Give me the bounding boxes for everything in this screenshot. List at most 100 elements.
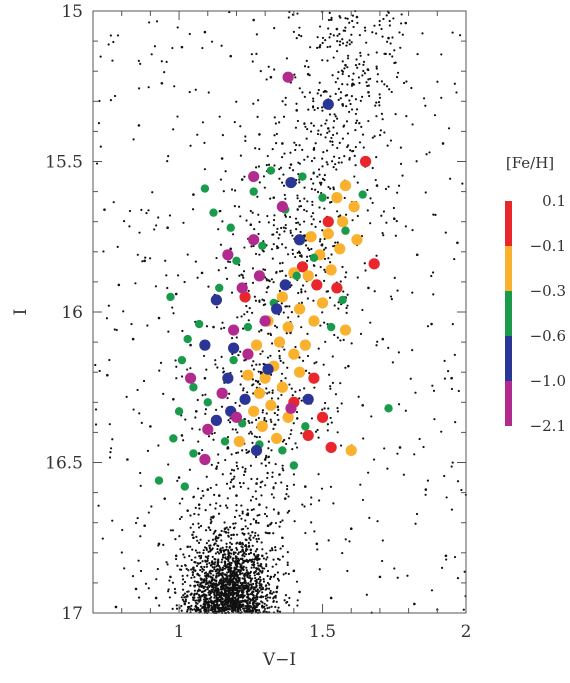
field-star-texture — [329, 485, 333, 488]
field-star-texture — [205, 579, 208, 582]
field-star-texture — [331, 381, 335, 384]
field-star-texture — [235, 461, 238, 464]
field-star-texture — [229, 541, 232, 544]
series-3-point — [302, 393, 314, 405]
field-star-texture — [248, 536, 251, 539]
field-star-texture — [174, 591, 177, 595]
field-star-texture — [292, 30, 296, 33]
field-star-point — [430, 322, 433, 326]
field-star-texture — [246, 571, 249, 574]
field-star-texture — [367, 84, 370, 87]
field-star-texture — [350, 41, 353, 44]
field-star-texture — [208, 593, 212, 597]
field-star-texture — [244, 585, 247, 589]
field-star-point — [315, 542, 319, 546]
field-star-texture — [255, 519, 258, 523]
field-star-texture — [272, 600, 275, 604]
field-star-texture — [361, 95, 364, 99]
field-star-texture — [396, 576, 399, 579]
field-star-texture — [227, 604, 230, 607]
field-star-texture — [324, 39, 327, 42]
field-star-texture — [211, 601, 214, 604]
field-star-texture — [303, 186, 306, 189]
field-star-texture — [246, 575, 249, 579]
field-star-texture — [311, 212, 315, 215]
field-star-texture — [253, 563, 256, 566]
field-star-texture — [298, 26, 301, 29]
field-star-texture — [222, 594, 225, 597]
field-star-texture — [253, 534, 257, 537]
field-star-texture — [192, 530, 195, 534]
field-star-texture — [251, 384, 254, 387]
field-star-texture — [311, 203, 314, 207]
field-star-texture — [250, 609, 253, 612]
field-star-texture — [310, 178, 313, 181]
field-star-point — [367, 90, 370, 94]
field-star-texture — [217, 605, 220, 608]
field-star-texture — [316, 548, 319, 551]
field-star-point — [174, 554, 178, 558]
series-1-point — [293, 366, 306, 378]
field-star-texture — [208, 544, 211, 547]
field-star-texture — [252, 609, 255, 613]
field-star-texture — [217, 561, 220, 564]
field-star-texture — [335, 50, 339, 53]
field-star-texture — [327, 539, 330, 542]
field-star-point — [103, 208, 106, 211]
field-star-texture — [329, 95, 332, 98]
field-star-texture — [251, 495, 254, 498]
field-star-texture — [189, 514, 192, 517]
field-star-texture — [405, 80, 408, 83]
field-star-texture — [217, 607, 220, 610]
field-star-texture — [233, 603, 236, 607]
field-star-texture — [294, 255, 297, 259]
field-star-texture — [345, 120, 349, 123]
field-star-texture — [275, 132, 278, 136]
field-star-texture — [300, 290, 303, 293]
field-star-texture — [310, 122, 313, 125]
field-star-texture — [261, 409, 265, 412]
field-star-texture — [348, 43, 351, 46]
field-star-texture — [237, 570, 240, 573]
field-star-texture — [220, 591, 223, 594]
field-star-point — [137, 124, 141, 127]
field-star-texture — [287, 316, 290, 319]
field-star-texture — [316, 428, 319, 432]
field-star-texture — [181, 497, 184, 500]
field-star-texture — [226, 435, 230, 439]
field-star-texture — [279, 520, 282, 524]
field-star-texture — [451, 322, 454, 326]
field-star-texture — [375, 254, 378, 257]
field-star-texture — [303, 220, 306, 223]
field-star-texture — [282, 311, 285, 314]
field-star-texture — [243, 418, 247, 421]
field-star-texture — [235, 586, 238, 589]
field-star-texture — [109, 99, 113, 102]
field-star-point — [157, 316, 161, 320]
field-star-texture — [338, 40, 342, 43]
colorbar-segment — [505, 246, 512, 291]
field-star-texture — [344, 213, 348, 216]
field-star-texture — [247, 289, 250, 292]
field-star-texture — [99, 145, 102, 148]
field-star-texture — [274, 521, 278, 525]
field-star-texture — [361, 498, 365, 502]
field-star-texture — [272, 487, 275, 490]
field-star-texture — [400, 13, 403, 16]
field-star-texture — [344, 26, 347, 29]
field-star-texture — [251, 311, 254, 314]
field-star-texture — [256, 559, 259, 562]
field-star-texture — [237, 354, 240, 357]
field-star-texture — [212, 585, 215, 588]
field-star-texture — [261, 350, 264, 353]
field-star-texture — [244, 544, 248, 547]
field-star-texture — [245, 596, 249, 599]
field-star-texture — [303, 65, 307, 68]
field-star-texture — [201, 394, 204, 397]
field-star-texture — [283, 438, 286, 442]
field-star-texture — [270, 248, 274, 251]
field-star-texture — [229, 526, 232, 529]
field-star-texture — [387, 11, 390, 14]
field-star-texture — [220, 529, 223, 533]
field-star-texture — [262, 175, 266, 178]
